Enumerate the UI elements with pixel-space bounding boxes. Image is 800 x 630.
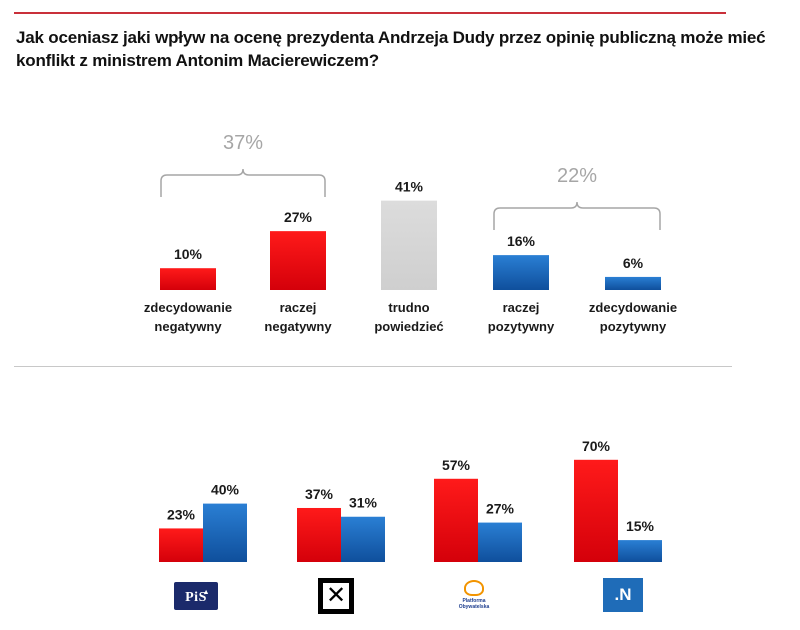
po-logo-text-1: Platforma (462, 598, 486, 604)
top-rule (14, 12, 726, 14)
pis-logo: ▲ PiS (174, 582, 218, 610)
bar-0 (160, 268, 216, 290)
value-label-1: 27% (284, 209, 313, 225)
group-bracket-1 (493, 201, 661, 230)
nowoczesna-logo-text: .N (614, 585, 632, 604)
party-bar-3-pozytywny (618, 540, 662, 562)
party-bar-1-pozytywny (341, 516, 385, 562)
party-value-label-0-negatywny: 23% (167, 506, 196, 522)
category-label-0-0: zdecydowanie (144, 300, 232, 315)
po-logo: Platforma Obywatelska (451, 576, 497, 614)
party-value-label-1-pozytywny: 31% (349, 495, 378, 511)
party-bar-1-negatywny (297, 507, 341, 562)
kukiz-logo: ✕ (318, 578, 354, 614)
group-label-0: 37% (223, 132, 263, 154)
nowoczesna-logo: .N (603, 578, 643, 612)
value-label-4: 6% (623, 255, 644, 271)
kukiz-cross-icon: ✕ (325, 582, 347, 609)
po-logo-text-2: Obywatelska (458, 604, 490, 610)
party-bar-3-negatywny (574, 459, 618, 562)
party-value-label-2-pozytywny: 27% (486, 501, 515, 517)
party-value-label-1-negatywny: 37% (305, 486, 334, 502)
value-label-2: 41% (395, 179, 424, 195)
bar-4 (605, 276, 661, 290)
party-bar-2-pozytywny (478, 522, 522, 562)
party-value-label-2-negatywny: 57% (442, 457, 471, 473)
bar-2 (381, 200, 437, 290)
group-label-1: 22% (557, 165, 597, 187)
category-label-1-1: negatywny (264, 319, 332, 334)
bar-3 (493, 255, 549, 290)
po-heart-icon (464, 580, 484, 596)
chart-title: Jak oceniasz jaki wpływ na ocenę prezyde… (16, 28, 766, 70)
group-bracket-0 (160, 168, 326, 197)
category-label-4-1: pozytywny (600, 319, 667, 334)
party-value-label-3-pozytywny: 15% (626, 518, 655, 534)
category-label-3-0: raczej (503, 300, 540, 315)
section-divider (14, 366, 732, 367)
party-bar-0-pozytywny (203, 503, 247, 562)
bar-1 (270, 231, 326, 290)
pis-logo-text: PiS (185, 590, 207, 605)
category-label-1-0: raczej (280, 300, 317, 315)
party-bar-2-negatywny (434, 478, 478, 562)
value-label-3: 16% (507, 233, 536, 249)
party-bar-0-negatywny (159, 528, 203, 562)
category-label-3-1: pozytywny (488, 319, 555, 334)
category-label-4-0: zdecydowanie (589, 300, 677, 315)
value-label-0: 10% (174, 246, 203, 262)
category-label-2-1: powiedzieć (374, 319, 443, 334)
eagle-icon: ▲ (202, 588, 210, 596)
party-value-label-0-pozytywny: 40% (211, 482, 240, 498)
category-label-2-0: trudno (388, 300, 429, 315)
party-value-label-3-negatywny: 70% (582, 438, 611, 454)
category-label-0-1: negatywny (154, 319, 222, 334)
